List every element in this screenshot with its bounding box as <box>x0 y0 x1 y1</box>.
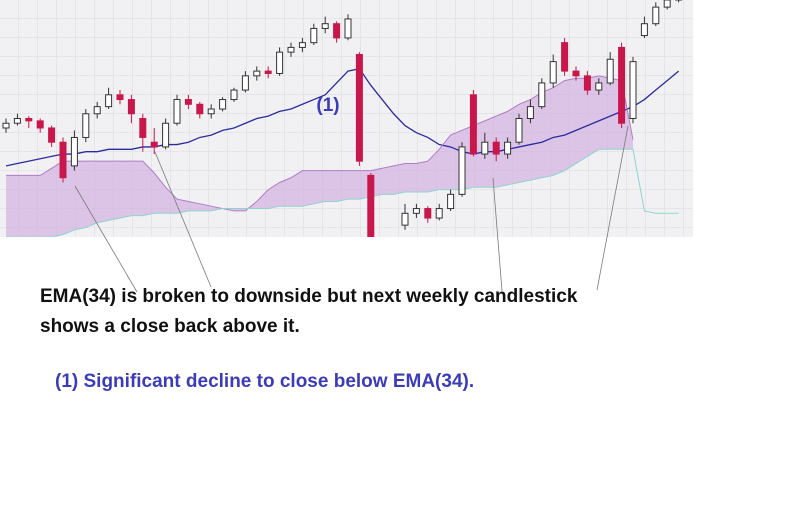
candle-body <box>435 208 443 219</box>
candle-body <box>70 136 78 167</box>
candle-body <box>310 27 318 44</box>
candle-body <box>207 108 215 115</box>
candle-body <box>447 193 455 210</box>
candle-body <box>253 70 261 77</box>
candle-body <box>2 122 10 129</box>
candle-body <box>13 118 21 124</box>
candle-body <box>150 141 158 148</box>
candle-body <box>504 141 512 155</box>
candle-body <box>492 141 500 155</box>
plot-area <box>2 0 683 237</box>
candle-body <box>59 141 67 179</box>
candle-body <box>561 42 569 72</box>
candle-body <box>595 82 603 91</box>
pointer-line <box>492 177 503 292</box>
candle-body <box>162 122 170 148</box>
annotation-label: (1) <box>316 95 339 116</box>
candle-body <box>458 146 466 195</box>
cloud-line <box>6 75 634 212</box>
candle-body <box>298 42 306 48</box>
annotation-text: shows a close back above it. <box>40 316 300 337</box>
candle-body <box>629 61 637 119</box>
candle-body <box>241 75 249 91</box>
candle-body <box>652 6 660 25</box>
pointer-line <box>154 151 212 288</box>
candle-body <box>572 70 580 77</box>
candle-body <box>93 106 101 115</box>
cloud-area <box>6 75 633 237</box>
candle-body <box>538 82 546 108</box>
candle-body <box>287 46 295 53</box>
candle-body <box>469 94 477 155</box>
ema-line <box>5 68 680 167</box>
pointer-lines <box>74 125 629 293</box>
candle-body <box>367 174 375 237</box>
candle-body <box>606 58 614 84</box>
candle-body <box>515 118 523 143</box>
candle-body <box>184 99 192 105</box>
candle-body <box>333 23 341 39</box>
candle-body <box>36 120 44 129</box>
candle-body <box>139 118 147 138</box>
candle-body <box>25 118 33 122</box>
candle-body <box>321 23 329 29</box>
pointer-line <box>74 185 138 293</box>
pointer-line <box>596 125 629 291</box>
candle-body <box>230 89 238 101</box>
candle-body <box>196 103 204 115</box>
annotation-text: EMA(34) is broken to downside but next w… <box>40 286 578 307</box>
candle-body <box>276 51 284 74</box>
candle-body <box>549 61 557 84</box>
candle-body <box>424 208 432 219</box>
candle-body <box>526 106 534 120</box>
candle-body <box>663 0 671 8</box>
candle-body <box>105 94 113 108</box>
cloud-line <box>6 148 679 237</box>
candle-body <box>640 23 648 37</box>
candle-body <box>618 46 626 124</box>
candle-body <box>344 18 352 39</box>
candle-body <box>264 70 272 74</box>
candle-body <box>355 54 363 162</box>
candle-body <box>401 212 409 226</box>
candle-body <box>173 99 181 124</box>
candle-body <box>48 127 56 143</box>
candle-body <box>116 94 124 101</box>
candle-body <box>583 75 591 91</box>
annotation-text: (1) Significant decline to close below E… <box>55 371 474 392</box>
candle-body <box>481 141 489 155</box>
candle-body <box>82 113 90 138</box>
candle-body <box>127 99 135 115</box>
candle-body <box>219 99 227 110</box>
candle-body <box>412 208 420 214</box>
